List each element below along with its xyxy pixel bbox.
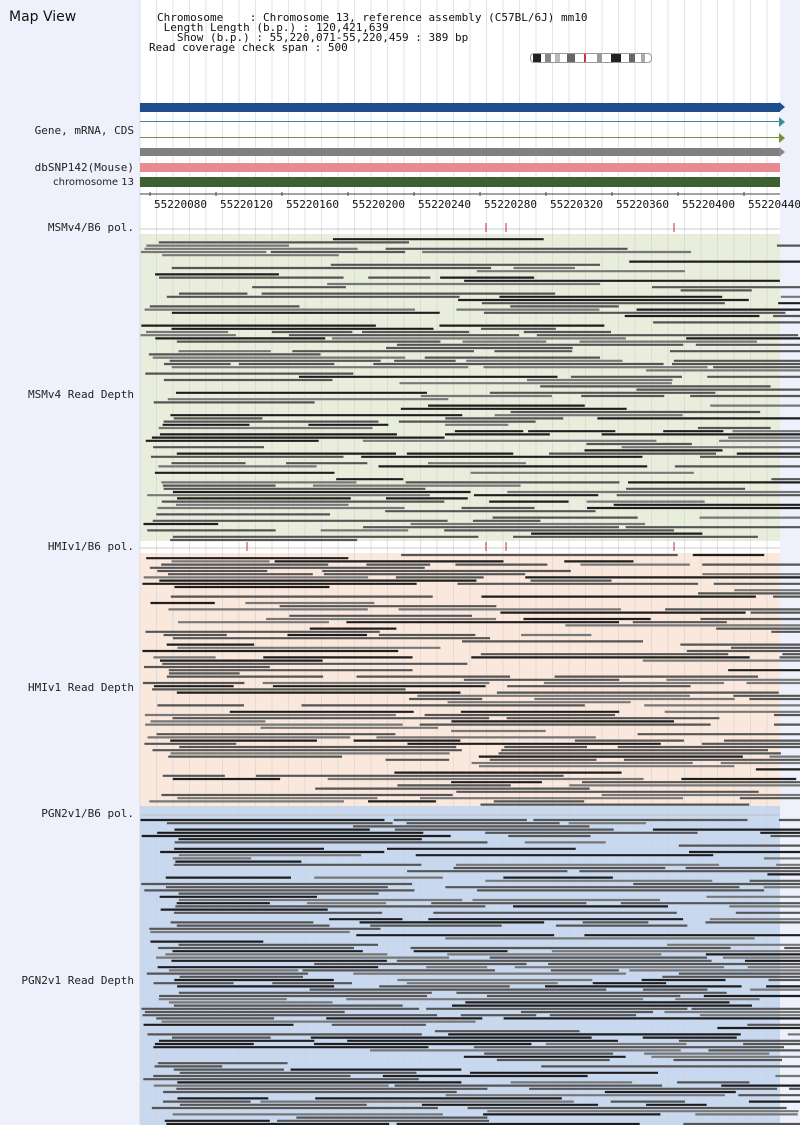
gray-track-bar[interactable] xyxy=(140,148,780,156)
chromosome-track-bar[interactable] xyxy=(140,177,780,187)
ruler-tick-label: 55220200 xyxy=(352,198,405,211)
dbsnp-track-bar[interactable] xyxy=(140,163,780,172)
dbsnp-track-label: dbSNP142(Mouse) xyxy=(34,161,134,174)
ruler-tick-label: 55220160 xyxy=(286,198,339,211)
cds-track-line[interactable] xyxy=(140,137,780,138)
pgn-pol-label: PGN2v1/B6 pol. xyxy=(41,807,134,820)
ruler-tick-label: 55220440 xyxy=(748,198,800,211)
ruler-tick-label: 55220080 xyxy=(154,198,207,211)
arrow-right-icon xyxy=(779,117,785,127)
chromosome-track-label: chromosome 13 xyxy=(53,177,134,188)
gene-track-bar[interactable] xyxy=(140,103,780,112)
info-chromosome: Chromosome : Chromosome 13, reference as… xyxy=(157,11,588,24)
arrow-right-icon xyxy=(779,102,785,112)
pgn-depth-label: PGN2v1 Read Depth xyxy=(21,974,134,987)
info-coverage: Read coverage check span : 500 xyxy=(149,41,348,54)
msm-depth-label: MSMv4 Read Depth xyxy=(28,388,134,401)
page-title: Map View xyxy=(9,9,77,25)
msm-pol-label: MSMv4/B6 pol. xyxy=(47,221,134,234)
hmi-pol-label: HMIv1/B6 pol. xyxy=(47,540,134,553)
info-show: Show (b.p.) : 55,220,071-55,220,459 : 38… xyxy=(176,31,469,44)
arrow-right-icon xyxy=(779,147,785,157)
chromosome-ideogram-icon[interactable] xyxy=(530,53,652,63)
ruler-tick-label: 55220400 xyxy=(682,198,735,211)
mrna-track-line[interactable] xyxy=(140,121,780,122)
track-label-panel xyxy=(0,0,140,1125)
arrow-right-icon xyxy=(779,133,785,143)
info-length: Length Length (b.p.) : 120,421,639 xyxy=(157,21,389,34)
gene-track-label: Gene, mRNA, CDS xyxy=(34,124,134,137)
right-gutter xyxy=(780,0,800,1125)
ruler-tick-label: 55220360 xyxy=(616,198,669,211)
ruler-tick-label: 55220320 xyxy=(550,198,603,211)
hmi-depth-label: HMIv1 Read Depth xyxy=(28,681,134,694)
ruler-tick-label: 55220240 xyxy=(418,198,471,211)
ruler-tick-label: 55220120 xyxy=(220,198,273,211)
ruler-tick-label: 55220280 xyxy=(484,198,537,211)
